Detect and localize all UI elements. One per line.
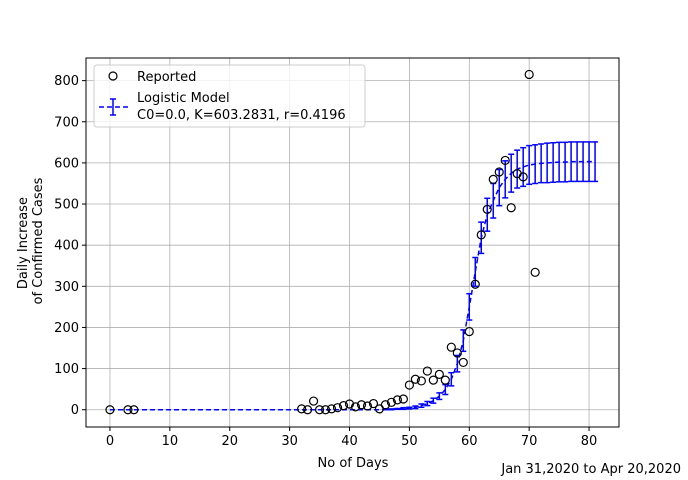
reported-point: [464, 326, 474, 337]
reported-point: [362, 401, 373, 411]
date-range-note: Jan 31,2020 to Apr 20,2020: [501, 462, 681, 477]
reported-point: [452, 348, 462, 358]
y-axis-label: Daily Increase of Confirmed Cases: [16, 177, 46, 304]
reported-point: [332, 403, 343, 413]
reported-point: [123, 405, 133, 415]
x-tick-label: 80: [581, 434, 598, 449]
reported-point: [470, 279, 480, 289]
model-errorbar: [526, 144, 533, 186]
y-tick-label: 800: [54, 74, 79, 89]
reported-point: [482, 204, 492, 214]
reported-point: [344, 399, 355, 409]
reported-point: [398, 394, 409, 404]
y-tick-label: 700: [54, 115, 79, 130]
reported-point: [494, 167, 504, 177]
reported-point: [530, 267, 540, 277]
x-axis-label: No of Days: [318, 456, 389, 471]
reported-point: [446, 342, 456, 352]
reported-point: [338, 401, 349, 411]
reported-point: [368, 398, 379, 409]
y-tick-label: 300: [54, 280, 79, 295]
x-tick-label: 0: [106, 434, 114, 449]
reported-point: [422, 366, 432, 376]
reported-point: [326, 404, 337, 414]
x-tick-label: 50: [401, 434, 418, 449]
reported-point: [302, 405, 313, 415]
y-tick-label: 500: [54, 198, 79, 213]
x-tick-label: 20: [221, 434, 238, 449]
reported-point: [440, 375, 450, 385]
reported-point: [386, 397, 397, 407]
model-errorbar: [574, 141, 581, 183]
reported-point: [320, 405, 331, 415]
x-tick-label: 40: [341, 434, 358, 449]
reported-point: [314, 405, 325, 415]
legend-reported-marker: [108, 71, 118, 81]
model-errorbar: [418, 403, 425, 409]
reported-series: [105, 69, 540, 415]
x-tick-label: 60: [461, 434, 478, 449]
reported-point: [380, 400, 391, 410]
reported-point: [434, 369, 444, 379]
legend: Reported Logistic Model C0=0.0, K=603.28…: [93, 64, 366, 128]
reported-point: [428, 375, 438, 385]
reported-point: [488, 174, 498, 184]
model-errorbar: [520, 146, 527, 188]
y-axis-label-line-2: of Confirmed Cases: [31, 177, 46, 304]
reported-point: [410, 374, 420, 384]
reported-point: [518, 172, 528, 182]
reported-point: [129, 405, 139, 415]
reported-point: [392, 395, 403, 405]
reported-point: [416, 376, 426, 386]
reported-point: [404, 380, 414, 390]
reported-point: [524, 69, 534, 80]
y-tick-label: 0: [71, 403, 79, 418]
legend-box: [93, 64, 366, 128]
reported-point: [356, 400, 367, 410]
reported-point: [476, 230, 486, 240]
y-ticks: 0 100 200 300 400 500 600 700 800: [54, 74, 86, 418]
plot-frame: [85, 57, 620, 428]
y-axis-label-line-1: Daily Increase: [16, 197, 31, 289]
reported-point: [350, 402, 361, 412]
x-tick-label: 10: [162, 434, 179, 449]
model-line: [109, 160, 596, 411]
logistic-model-series: [109, 141, 599, 411]
reported-point: [506, 203, 516, 213]
reported-point: [458, 357, 468, 368]
x-tick-label: 30: [281, 434, 298, 449]
y-tick-label: 200: [54, 321, 79, 336]
y-tick-label: 600: [54, 156, 79, 171]
reported-point: [105, 405, 115, 415]
reported-point: [296, 404, 307, 414]
model-errorbar: [424, 400, 431, 407]
reported-point: [500, 155, 510, 166]
y-tick-label: 100: [54, 362, 79, 377]
legend-model-label: Logistic Model C0=0.0, K=603.2831, r=0.4…: [137, 91, 346, 123]
legend-model-label-line-2: C0=0.0, K=603.2831, r=0.4196: [137, 108, 346, 123]
legend-model-label-line-1: Logistic Model: [137, 91, 230, 106]
model-errorbar: [592, 141, 599, 183]
x-ticks: 0 10 20 30 40 50 60 70 80: [106, 427, 598, 449]
legend-reported-label: Reported: [137, 70, 196, 85]
reported-point: [308, 396, 319, 406]
y-tick-label: 400: [54, 239, 79, 254]
model-errorbar: [550, 141, 557, 183]
x-tick-label: 70: [521, 434, 538, 449]
